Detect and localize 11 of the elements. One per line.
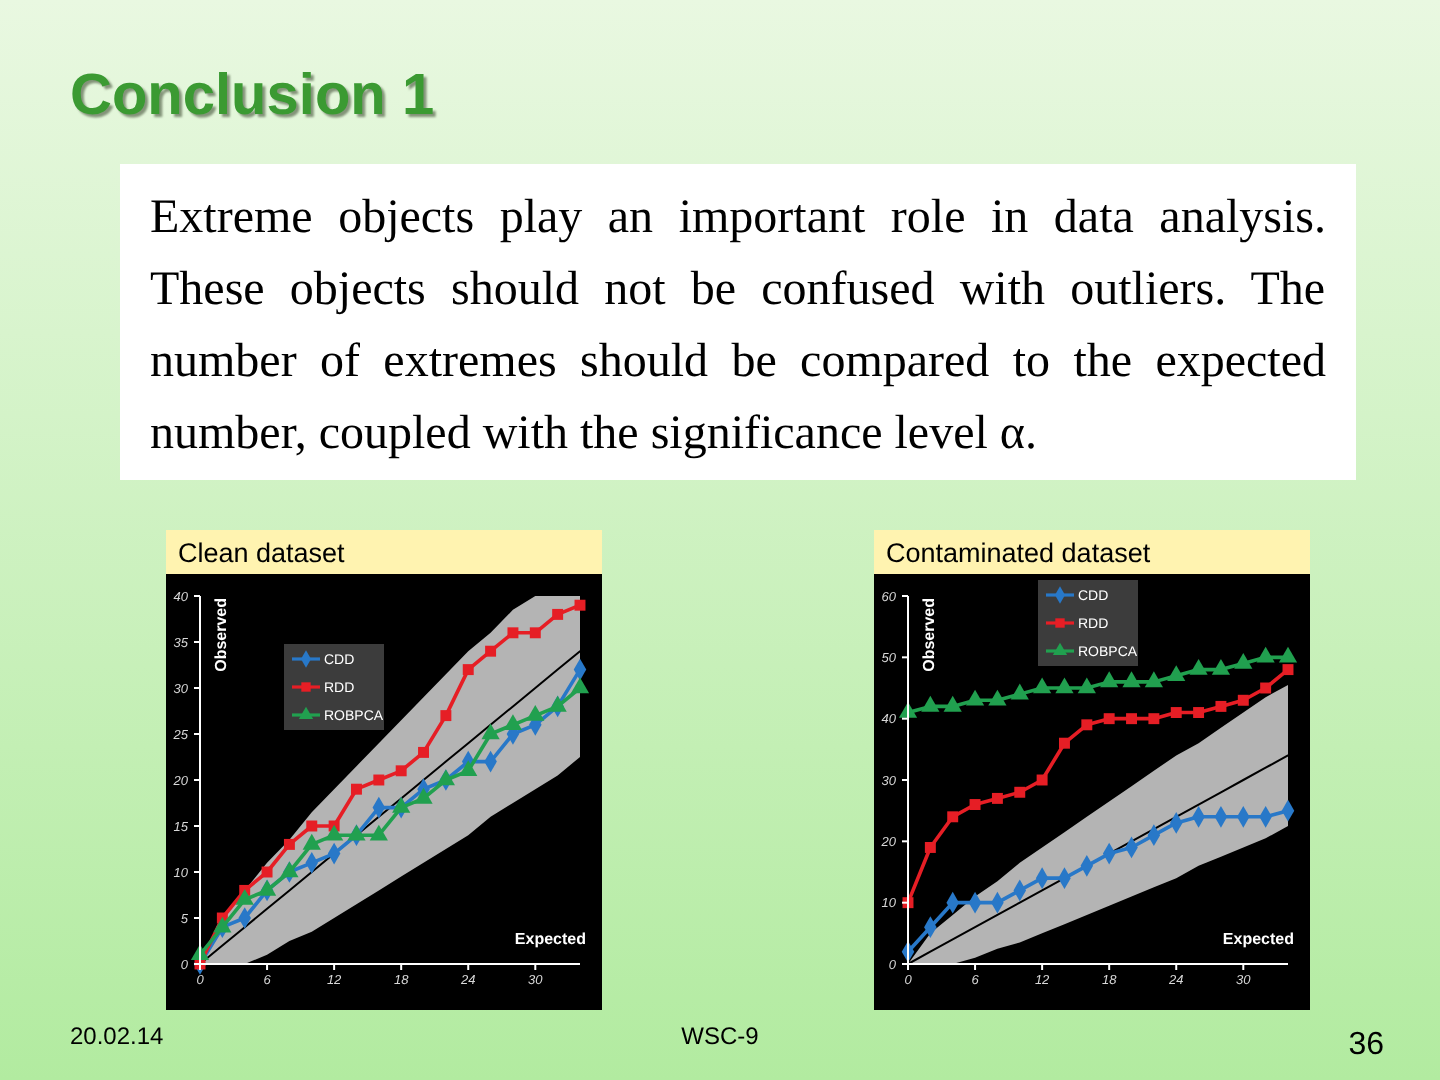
x-axis-title: Expected bbox=[514, 930, 587, 948]
chart-title: Contaminated dataset bbox=[886, 538, 1151, 568]
text: 36 bbox=[1348, 1028, 1385, 1062]
chart-title: Clean dataset bbox=[178, 538, 346, 568]
y-axis-title: Observed bbox=[920, 597, 938, 672]
text: Conclusion 1 bbox=[70, 64, 435, 128]
text: 20.02.14 bbox=[70, 1022, 165, 1050]
x-axis-title: Expected bbox=[1222, 930, 1295, 948]
y-axis-title: Observed bbox=[212, 597, 230, 672]
text: WSC-9 bbox=[681, 1022, 760, 1050]
text: Extreme objects play an important role in data analysis. These objects should not be confused with outliers. The number of extremes should be compared to the expected number, coupled with the significance level α. bbox=[150, 192, 1326, 460]
